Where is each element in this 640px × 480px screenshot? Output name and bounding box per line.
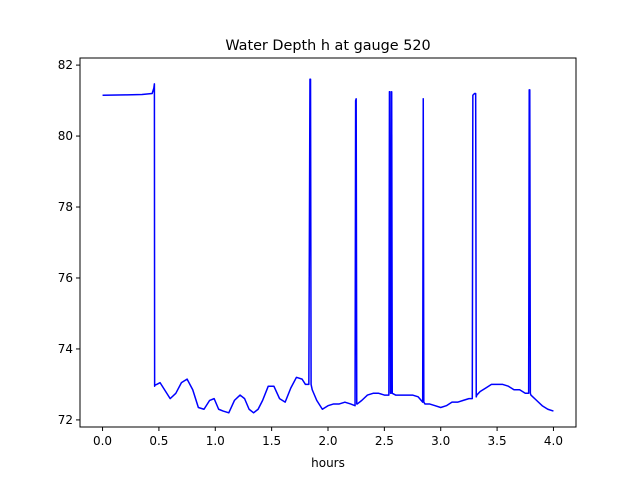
y-tick-label: 76 <box>58 271 73 285</box>
x-tick-label: 2.0 <box>318 434 337 448</box>
x-axis-label: hours <box>311 456 345 470</box>
y-tick-label: 74 <box>58 342 73 356</box>
y-tick-label: 78 <box>58 200 73 214</box>
y-tick-label: 80 <box>58 129 73 143</box>
x-tick-label: 0.5 <box>149 434 168 448</box>
series-line-0 <box>102 78 554 414</box>
chart-title: Water Depth h at gauge 520 <box>225 38 430 54</box>
plot-area: 0.0 0.5 1.0 1.5 2.0 2.5 3.0 3.5 4.0 72 74 76 78 80 82 <box>58 57 577 448</box>
x-tick-label: 3.0 <box>431 434 450 448</box>
x-tick-label: 2.5 <box>375 434 394 448</box>
y-tick-label: 72 <box>58 413 73 427</box>
x-tick-label: 0.0 <box>93 434 112 448</box>
y-tick-label: 82 <box>58 58 73 72</box>
x-tick-label: 1.5 <box>262 434 281 448</box>
x-tick-label: 1.0 <box>206 434 225 448</box>
x-tick-label: 4.0 <box>544 434 563 448</box>
x-tick-label: 3.5 <box>488 434 507 448</box>
